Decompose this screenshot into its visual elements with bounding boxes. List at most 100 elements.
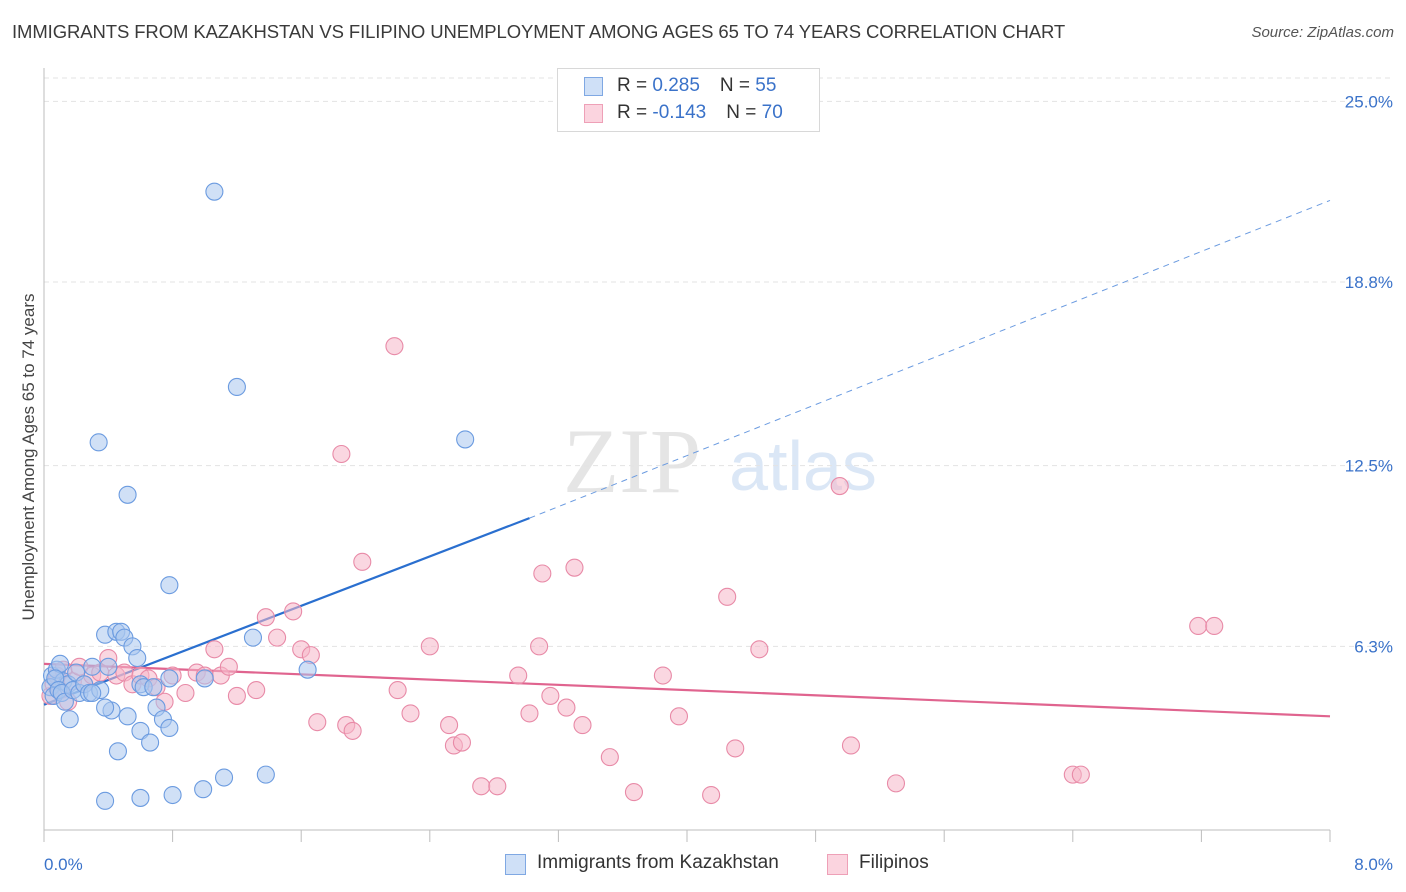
point-filipinos bbox=[841, 736, 861, 755]
point-filipinos bbox=[573, 716, 592, 735]
trend-line-kazakhstan-extension bbox=[529, 199, 1331, 519]
point-filipinos bbox=[472, 777, 491, 796]
point-kazakhstan bbox=[131, 721, 150, 740]
data-points bbox=[41, 182, 1224, 810]
x-tick-label-min: 0.0% bbox=[44, 855, 83, 874]
point-kazakhstan bbox=[227, 377, 246, 397]
point-filipinos bbox=[565, 558, 584, 577]
point-filipinos bbox=[420, 637, 439, 656]
axes bbox=[43, 68, 1331, 842]
point-filipinos bbox=[256, 608, 275, 627]
r-value: -0.143 bbox=[652, 102, 707, 123]
legend-label: Filipinos bbox=[859, 852, 929, 873]
point-filipinos bbox=[726, 739, 745, 758]
legend-label: Immigrants from Kazakhstan bbox=[537, 852, 779, 873]
point-kazakhstan bbox=[128, 648, 147, 668]
point-filipinos bbox=[750, 640, 769, 659]
point-filipinos bbox=[886, 774, 906, 793]
x-tick-labels: 0.0% 8.0% bbox=[44, 855, 1393, 874]
point-filipinos bbox=[388, 681, 407, 700]
point-kazakhstan bbox=[256, 765, 275, 784]
point-kazakhstan bbox=[108, 742, 127, 761]
point-filipinos bbox=[332, 444, 351, 464]
point-kazakhstan bbox=[163, 785, 182, 805]
source-credit: Source: ZipAtlas.com bbox=[1251, 24, 1394, 41]
point-filipinos bbox=[520, 704, 539, 723]
point-kazakhstan bbox=[118, 707, 137, 726]
point-filipinos bbox=[718, 587, 737, 606]
point-filipinos bbox=[488, 777, 507, 796]
point-filipinos bbox=[452, 733, 472, 752]
legend-swatch-blue bbox=[584, 77, 603, 96]
legend-swatch-pink bbox=[584, 104, 603, 123]
point-filipinos bbox=[1189, 616, 1208, 636]
gridlines bbox=[44, 77, 1392, 647]
point-filipinos bbox=[227, 686, 246, 705]
trend-line-filipinos bbox=[43, 662, 1331, 718]
n-label: N = bbox=[726, 102, 762, 123]
point-filipinos bbox=[284, 602, 303, 621]
r-label: R = bbox=[617, 75, 653, 96]
point-filipinos bbox=[247, 681, 266, 700]
point-kazakhstan bbox=[160, 718, 179, 738]
point-filipinos bbox=[1205, 616, 1224, 636]
point-kazakhstan bbox=[83, 683, 102, 703]
point-kazakhstan bbox=[243, 628, 263, 647]
point-filipinos bbox=[401, 704, 420, 723]
point-filipinos bbox=[600, 748, 619, 767]
point-filipinos bbox=[830, 477, 849, 496]
point-filipinos bbox=[557, 698, 576, 717]
point-kazakhstan bbox=[96, 698, 115, 717]
point-kazakhstan bbox=[83, 657, 102, 676]
correlation-legend: R = 0.285 N = 55 R = -0.143 N = 70 bbox=[557, 68, 820, 132]
point-filipinos bbox=[509, 666, 528, 685]
point-kazakhstan bbox=[131, 788, 150, 807]
legend-swatch-pink bbox=[827, 854, 848, 875]
point-filipinos bbox=[353, 552, 372, 571]
point-kazakhstan bbox=[205, 182, 224, 201]
point-kazakhstan bbox=[60, 710, 79, 729]
point-filipinos bbox=[176, 683, 195, 703]
point-filipinos bbox=[268, 628, 287, 647]
point-filipinos bbox=[702, 785, 721, 805]
point-kazakhstan bbox=[194, 780, 213, 799]
point-kazakhstan bbox=[118, 485, 137, 504]
point-filipinos bbox=[669, 707, 689, 726]
series-legend: Immigrants from Kazakhstan Filipinos bbox=[0, 852, 1406, 876]
point-kazakhstan bbox=[144, 678, 163, 697]
point-kazakhstan bbox=[89, 433, 108, 452]
chart-title: IMMIGRANTS FROM KAZAKHSTAN VS FILIPINO U… bbox=[12, 21, 1066, 42]
r-label: R = bbox=[617, 102, 653, 123]
watermark-zip: ZIP bbox=[563, 410, 701, 512]
x-tick-label-max: 8.0% bbox=[1354, 855, 1393, 874]
point-filipinos bbox=[541, 686, 560, 705]
n-value: 70 bbox=[761, 102, 783, 123]
point-filipinos bbox=[219, 657, 238, 676]
point-kazakhstan bbox=[99, 657, 118, 676]
point-filipinos bbox=[205, 640, 224, 659]
point-kazakhstan bbox=[160, 669, 179, 688]
point-kazakhstan bbox=[160, 576, 179, 595]
point-filipinos bbox=[343, 721, 362, 740]
y-tick-label: 6.3% bbox=[1354, 637, 1393, 656]
n-value: 55 bbox=[755, 75, 777, 96]
point-filipinos bbox=[385, 337, 404, 356]
point-filipinos bbox=[440, 716, 459, 735]
point-filipinos bbox=[530, 637, 549, 656]
y-tick-label: 18.8% bbox=[1345, 273, 1393, 292]
point-kazakhstan bbox=[141, 733, 160, 752]
legend-swatch-blue bbox=[505, 854, 526, 875]
point-kazakhstan bbox=[298, 660, 317, 679]
point-kazakhstan bbox=[195, 669, 214, 688]
point-kazakhstan bbox=[214, 768, 234, 787]
point-filipinos bbox=[653, 666, 672, 685]
point-filipinos bbox=[308, 713, 327, 732]
point-kazakhstan bbox=[456, 430, 475, 449]
point-filipinos bbox=[1071, 765, 1090, 784]
y-tick-label: 25.0% bbox=[1345, 92, 1393, 111]
point-kazakhstan bbox=[96, 791, 115, 810]
y-tick-labels: 6.3% 12.5% 18.8% 25.0% bbox=[1345, 92, 1393, 656]
point-filipinos bbox=[624, 783, 644, 802]
watermark: ZIP atlas bbox=[563, 410, 877, 512]
y-tick-label: 12.5% bbox=[1345, 457, 1393, 476]
